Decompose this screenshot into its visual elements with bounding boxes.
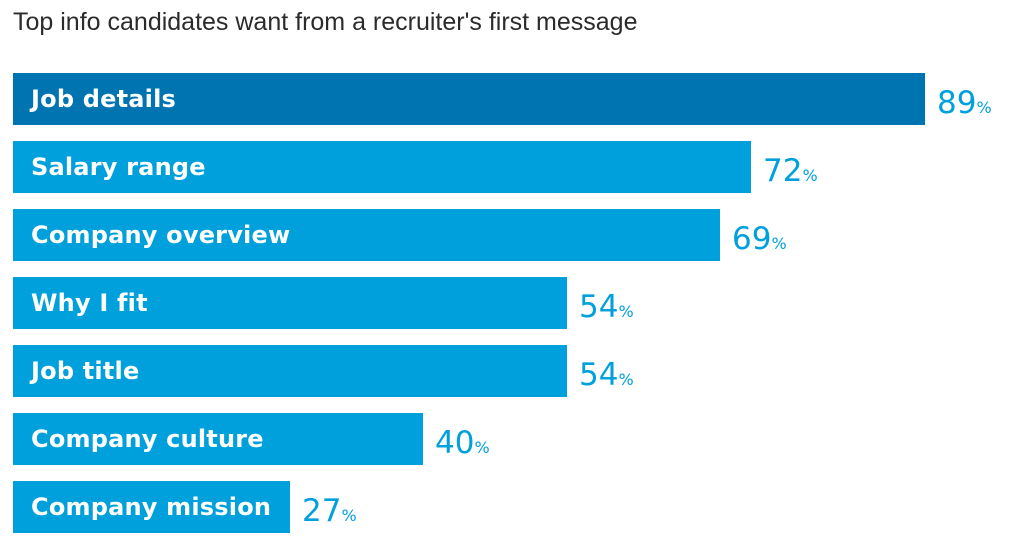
bar: Company overview	[13, 209, 720, 261]
bar-value-unit: %	[341, 506, 357, 525]
bar-category-label: Company culture	[31, 425, 264, 453]
bar-category-label: Job title	[31, 357, 140, 385]
bar-value-number: 54	[579, 289, 619, 325]
bar-category-label: Company mission	[31, 493, 272, 521]
bar-value-label: 27%	[302, 487, 357, 540]
bar-value-unit: %	[474, 438, 490, 457]
bar-value-unit: %	[976, 98, 992, 117]
bar-category-label: Job details	[31, 85, 177, 113]
bar-row: Salary range 72%	[13, 141, 1013, 193]
bar-value-number: 40	[435, 425, 475, 461]
bar-value-label: 69%	[732, 215, 787, 268]
bar: Company culture	[13, 413, 423, 465]
bar: Company mission	[13, 481, 290, 533]
bar-category-label: Salary range	[31, 153, 206, 181]
bar-value-label: 54%	[579, 283, 634, 336]
bar-value-label: 40%	[435, 419, 490, 472]
bar-value-number: 27	[302, 493, 342, 529]
bar-value-label: 54%	[579, 351, 634, 404]
bar-value-unit: %	[802, 166, 818, 185]
bar-value-number: 54	[579, 357, 619, 393]
bar: Job title	[13, 345, 567, 397]
bar-value-unit: %	[618, 370, 634, 389]
bar-row: Job details 89%	[13, 73, 1013, 125]
bar-row: Why I fit 54%	[13, 277, 1013, 329]
bar-row: Company mission 27%	[13, 481, 1013, 533]
bar-value-number: 72	[763, 153, 803, 189]
bar: Job details	[13, 73, 925, 125]
bar-value-label: 89%	[937, 79, 992, 132]
bar-row: Job title 54%	[13, 345, 1013, 397]
bar-value-unit: %	[618, 302, 634, 321]
bar-row: Company culture 40%	[13, 413, 1013, 465]
bar: Salary range	[13, 141, 751, 193]
bar-value-number: 69	[732, 221, 772, 257]
chart-title: Top info candidates want from a recruite…	[13, 8, 638, 36]
bar: Why I fit	[13, 277, 567, 329]
bar-value-label: 72%	[763, 147, 818, 200]
bar-category-label: Company overview	[31, 221, 291, 249]
bar-value-number: 89	[937, 85, 977, 121]
bar-category-label: Why I fit	[31, 289, 148, 317]
bar-value-unit: %	[771, 234, 787, 253]
bar-row: Company overview 69%	[13, 209, 1013, 261]
